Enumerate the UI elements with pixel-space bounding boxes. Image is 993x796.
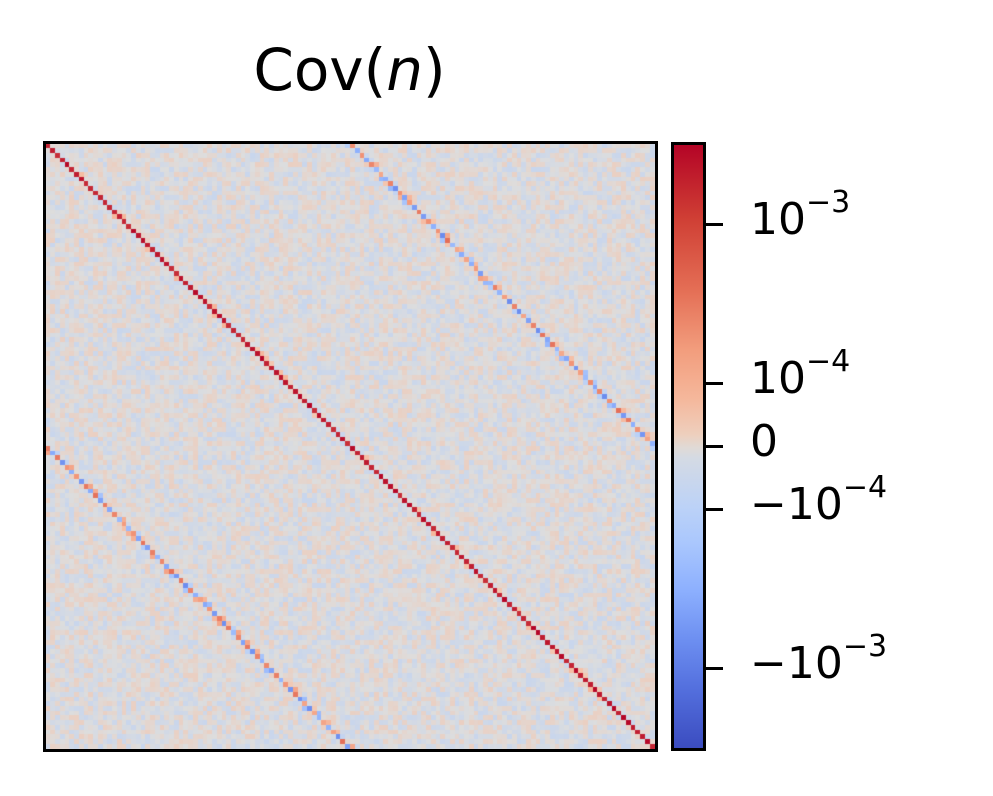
colorbar-tick-mark [705,382,723,385]
title-variable: n [386,36,424,104]
colorbar-tick-mark [705,508,723,511]
title-suffix: ) [423,36,446,104]
colorbar-tick-label: 10−4 [750,344,851,404]
chart-title: Cov(n) [43,30,656,110]
colorbar-tick-label: −10−3 [750,629,888,689]
colorbar-tick-mark [705,445,723,448]
colorbar-tick-label: 0 [750,416,778,467]
colorbar-tick-mark [705,223,723,226]
covariance-heatmap [46,144,655,749]
colorbar [671,142,706,751]
colorbar-tick-label: 10−3 [750,185,851,245]
colorbar-tick-mark [705,667,723,670]
title-prefix: Cov( [253,36,387,104]
colorbar-tick-label: −10−4 [750,470,888,530]
heatmap-axes [43,141,658,752]
